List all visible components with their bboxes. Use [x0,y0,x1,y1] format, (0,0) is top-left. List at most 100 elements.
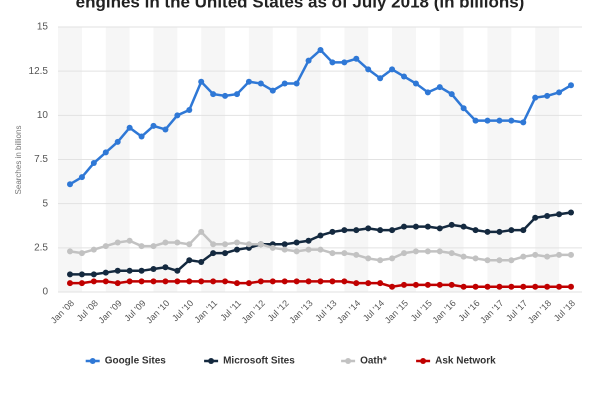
data-point [556,89,563,96]
data-point [162,278,169,285]
data-point [245,78,252,85]
data-point [317,46,324,53]
data-point [293,278,300,285]
data-point [245,241,252,248]
data-point [520,119,527,126]
data-point [448,221,455,228]
data-point [234,246,240,253]
data-point [198,258,205,265]
legend-swatch-dot [208,358,215,364]
data-point [460,223,467,230]
legend-label: Ask Network [435,356,496,367]
data-point [448,281,455,288]
data-point [90,278,97,285]
data-point [353,55,360,62]
data-point [102,243,109,250]
data-point [377,227,384,234]
data-point [472,283,479,290]
data-point [90,160,97,167]
data-point [138,278,145,285]
data-point [472,255,479,262]
data-point [102,149,109,156]
data-point [281,241,288,248]
data-point [424,89,431,96]
data-point [257,278,264,285]
data-point [293,239,300,246]
data-point [353,227,360,234]
data-point [329,278,336,285]
data-point [520,283,527,290]
data-point [484,117,491,124]
data-point [305,57,312,64]
data-point [341,250,348,257]
data-point [162,126,169,133]
data-point [234,91,240,98]
data-point [269,244,276,251]
data-point [210,241,217,248]
x-tick-label: Jan '13 [287,298,314,325]
data-point [412,281,419,288]
data-point [269,87,276,94]
data-point [532,94,539,101]
legend-label: Oath* [360,356,387,367]
data-point [281,246,288,253]
data-point [377,280,384,287]
data-point [377,75,384,82]
x-tick-label: Jul '17 [504,298,529,323]
data-point [186,278,193,285]
legend-swatch-dot [345,358,352,364]
data-point [210,91,217,98]
data-point [222,92,229,99]
data-point [424,248,431,255]
data-point [496,257,503,264]
data-point [544,213,551,220]
data-point [210,278,217,285]
data-point [389,227,396,234]
data-point [114,239,121,246]
data-point [138,267,145,274]
data-point [401,250,407,257]
data-point [222,250,229,257]
data-point [67,181,73,188]
data-point [78,271,85,278]
data-point [401,281,407,288]
data-point [412,80,419,87]
data-point [78,280,85,287]
data-point [508,257,515,264]
data-point [150,266,157,273]
chart-title: engines in the United States as of July … [76,0,525,11]
data-point [436,225,443,232]
data-point [222,278,229,285]
data-point [317,278,324,285]
data-point [436,281,443,288]
data-point [532,251,539,258]
y-tick-label: 15 [37,22,49,33]
x-tick-label: Jul '18 [552,298,577,323]
data-point [210,250,217,257]
data-point [126,237,133,244]
data-point [460,253,467,260]
data-point [341,227,348,234]
data-point [568,82,574,89]
data-point [114,267,121,274]
x-tick-label: Jul '10 [170,298,195,323]
data-point [174,278,181,285]
data-point [317,246,324,253]
y-tick-label: 5 [42,198,48,209]
data-point [448,91,455,98]
data-point [389,66,396,73]
data-point [436,248,443,255]
data-point [305,237,312,244]
data-point [401,73,407,80]
data-point [496,283,503,290]
data-point [520,227,527,234]
y-tick-label: 7.5 [34,154,48,165]
data-point [532,283,539,290]
data-point [389,283,396,290]
data-point [293,80,300,87]
data-point [67,248,73,255]
data-point [174,112,181,119]
data-point [90,271,97,278]
legend-label: Google Sites [105,356,167,367]
